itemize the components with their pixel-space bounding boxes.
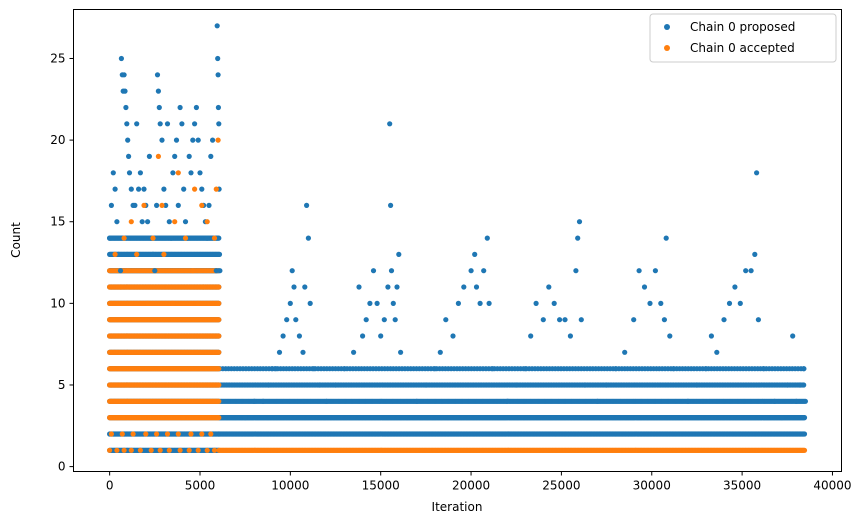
proposed-point: [216, 235, 222, 241]
proposed-point: [801, 431, 808, 437]
points-layer: [107, 23, 809, 453]
proposed-point: [801, 415, 807, 421]
